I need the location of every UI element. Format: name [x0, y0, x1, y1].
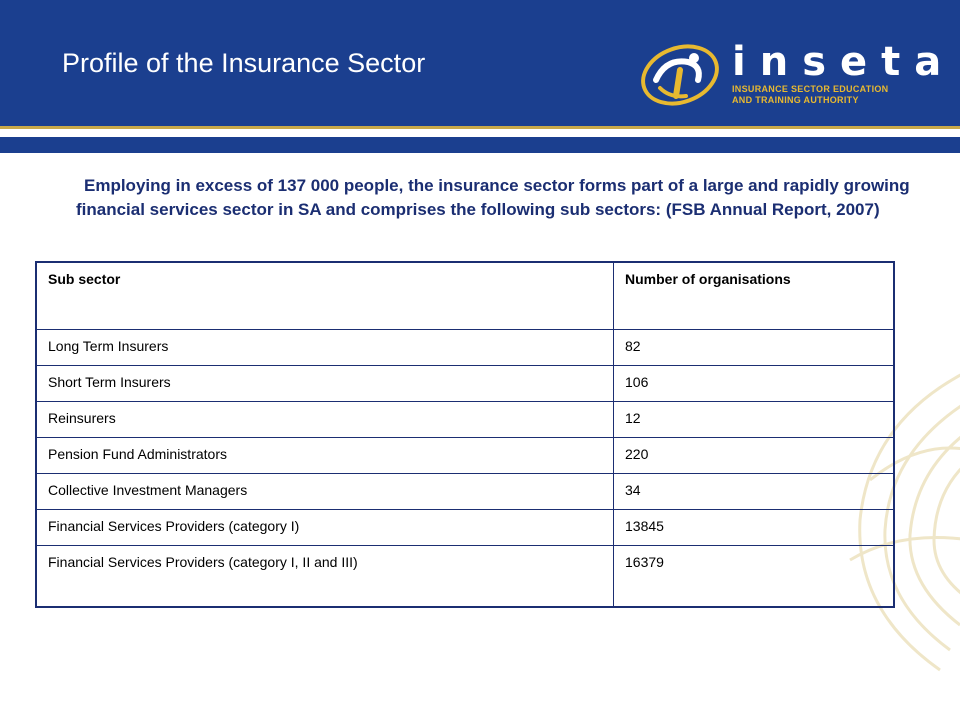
sub-sector-table: Sub sector Number of organisations Long …: [35, 261, 895, 608]
table-cell-number: 16379: [613, 545, 895, 608]
table-cell-sub-sector: Financial Services Providers (category I…: [35, 509, 614, 546]
table-row: Financial Services Providers (category I…: [35, 509, 895, 546]
table-header-number: Number of organisations: [613, 261, 895, 330]
intro-paragraph: Employing in excess of 137 000 people, t…: [76, 176, 910, 219]
table-cell-sub-sector: Financial Services Providers (category I…: [35, 545, 614, 608]
inseta-logo-icon: [641, 44, 719, 106]
table-row: Financial Services Providers (category I…: [35, 545, 895, 608]
table-cell-sub-sector: Long Term Insurers: [35, 329, 614, 366]
slide-header: Profile of the Insurance Sector inseta I…: [0, 0, 960, 126]
logo-wordmark: inseta: [732, 39, 956, 85]
table-row: Short Term Insurers 106: [35, 365, 895, 402]
table-header-sub-sector: Sub sector: [35, 261, 614, 330]
table-cell-sub-sector: Pension Fund Administrators: [35, 437, 614, 474]
inseta-logo: inseta INSURANCE SECTOR EDUCATION AND TR…: [636, 40, 941, 110]
table-cell-sub-sector: Reinsurers: [35, 401, 614, 438]
logo-tagline-line1: INSURANCE SECTOR EDUCATION: [732, 84, 889, 94]
table-header-row: Sub sector Number of organisations: [35, 261, 895, 330]
logo-tagline-line2: AND TRAINING AUTHORITY: [732, 95, 859, 105]
table-cell-sub-sector: Short Term Insurers: [35, 365, 614, 402]
table-cell-number: 106: [613, 365, 895, 402]
table-cell-number: 34: [613, 473, 895, 510]
table-row: Pension Fund Administrators 220: [35, 437, 895, 474]
header-white-rule: [0, 129, 960, 137]
header-gold-rule: [0, 126, 960, 129]
slide-title: Profile of the Insurance Sector: [62, 48, 426, 78]
table-cell-number: 82: [613, 329, 895, 366]
table-cell-number: 220: [613, 437, 895, 474]
table-cell-number: 13845: [613, 509, 895, 546]
table-cell-number: 12: [613, 401, 895, 438]
table-row: Long Term Insurers 82: [35, 329, 895, 366]
table-row: Reinsurers 12: [35, 401, 895, 438]
header-blue-band: [0, 137, 960, 153]
logo-tagline: INSURANCE SECTOR EDUCATION AND TRAINING …: [732, 84, 888, 106]
table-row: Collective Investment Managers 34: [35, 473, 895, 510]
table-cell-sub-sector: Collective Investment Managers: [35, 473, 614, 510]
